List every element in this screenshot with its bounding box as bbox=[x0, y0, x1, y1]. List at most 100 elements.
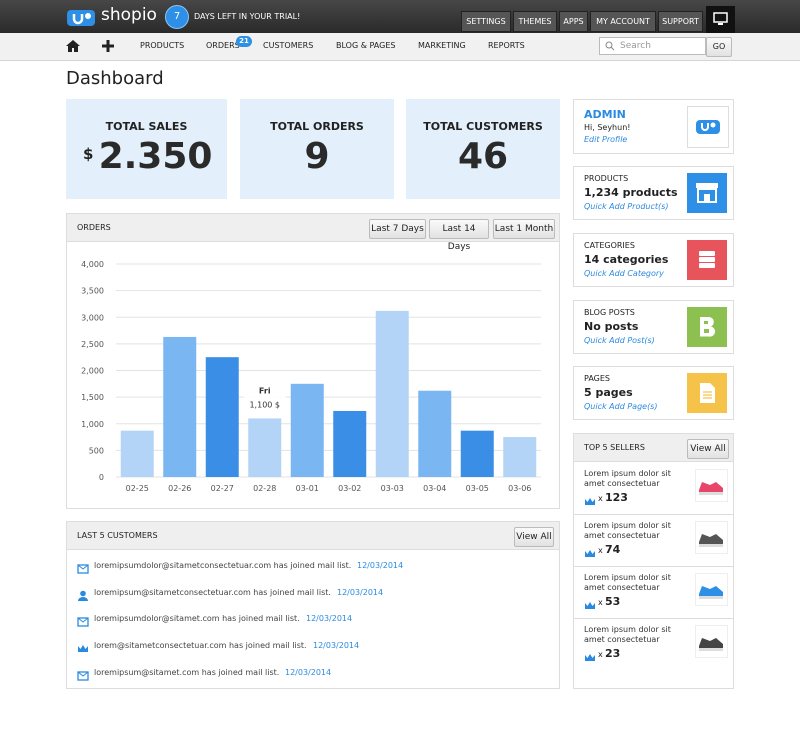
trial-text: DAYS LEFT IN YOUR TRIAL! bbox=[194, 12, 301, 21]
seller-count: 74 bbox=[605, 543, 621, 556]
bar bbox=[290, 383, 324, 477]
seller-name: Lorem ipsum dolor sit amet consectetuar bbox=[584, 625, 671, 644]
bar bbox=[248, 418, 282, 477]
nav-item[interactable]: REPORTS bbox=[488, 41, 525, 50]
page-title: Dashboard bbox=[66, 68, 164, 89]
seller-name: Lorem ipsum dolor sit amet consectetuar bbox=[584, 469, 671, 488]
x-tick-label: 02-26 bbox=[168, 484, 191, 493]
separator bbox=[574, 514, 733, 515]
widget-card: PRODUCTS 1,234 products Quick Add Product(… bbox=[573, 166, 734, 220]
widget-link[interactable]: Quick Add Category bbox=[584, 269, 664, 278]
separator bbox=[574, 566, 733, 567]
seller-image bbox=[695, 521, 728, 554]
customers-panel: LAST 5 CUSTOMERS View All loremipsumdolo… bbox=[66, 521, 560, 689]
tooltip-title: Fri bbox=[259, 386, 271, 395]
customer-text: loremipsumdolor@sitamet.com has joined m… bbox=[94, 614, 300, 624]
search-box[interactable]: Search bbox=[599, 37, 706, 55]
nav-item[interactable]: CUSTOMERS bbox=[263, 41, 314, 50]
nav-item[interactable]: BLOG & PAGES bbox=[336, 41, 396, 50]
customer-text: loremipsum@sitamet.com has joined mail l… bbox=[94, 667, 280, 677]
widget-title: CATEGORIES bbox=[584, 241, 635, 250]
widget-link[interactable]: Quick Add Page(s) bbox=[584, 402, 658, 411]
menu-button[interactable]: SUPPORT bbox=[658, 11, 703, 32]
add-icon[interactable] bbox=[102, 40, 114, 52]
menu-button[interactable]: MY ACCOUNT bbox=[590, 11, 656, 32]
stat-card: TOTAL ORDERS 9 bbox=[240, 99, 394, 199]
seller-count: 23 bbox=[605, 647, 621, 660]
profile-greeting: Hi, Seyhun! bbox=[584, 123, 631, 132]
bar bbox=[375, 310, 409, 477]
trial-days: 7 bbox=[165, 5, 189, 29]
bar bbox=[205, 357, 239, 477]
widget-title: PAGES bbox=[584, 374, 610, 383]
crown-icon bbox=[584, 649, 596, 661]
bar bbox=[163, 336, 197, 477]
widget-icon bbox=[687, 307, 727, 347]
seller-prefix: x bbox=[598, 494, 603, 503]
row-icon bbox=[77, 613, 89, 628]
logo-text[interactable]: shopio bbox=[101, 5, 157, 25]
search-button[interactable]: GO bbox=[706, 37, 732, 57]
customer-date[interactable]: 12/03/2014 bbox=[357, 561, 404, 570]
widget-card: BLOG POSTS No posts Quick Add Post(s) bbox=[573, 300, 734, 354]
stat-value: 46 bbox=[457, 136, 509, 177]
y-tick-label: 2,500 bbox=[81, 340, 104, 349]
y-tick-label: 500 bbox=[89, 446, 104, 455]
customer-date[interactable]: 12/03/2014 bbox=[306, 614, 353, 624]
nav-item[interactable]: PRODUCTS bbox=[140, 41, 185, 50]
tooltip bbox=[243, 381, 286, 414]
bar bbox=[333, 410, 367, 477]
range-button[interactable]: Last 1 Month bbox=[493, 219, 555, 239]
y-tick-label: 3,500 bbox=[81, 287, 104, 296]
customer-date[interactable]: 12/03/2014 bbox=[337, 587, 384, 597]
seller-image bbox=[695, 469, 728, 502]
widget-card: PAGES 5 pages Quick Add Page(s) bbox=[573, 366, 734, 420]
x-tick-label: 03-06 bbox=[508, 484, 531, 493]
widget-value: 14 categories bbox=[584, 253, 669, 266]
search-placeholder: Search bbox=[620, 41, 651, 51]
widget-icon bbox=[687, 173, 727, 213]
widget-link[interactable]: Quick Add Product(s) bbox=[584, 202, 669, 211]
seller-image bbox=[695, 573, 728, 606]
widget-link[interactable]: Quick Add Post(s) bbox=[584, 336, 655, 345]
customer-date[interactable]: 12/03/2014 bbox=[285, 667, 332, 677]
orders-chart: 0 500 1,000 1,500 2,000 2,500 3,000 3,500 4,000 0… bbox=[81, 260, 541, 493]
orders-badge: 21 bbox=[236, 36, 252, 47]
logo-icon bbox=[67, 10, 95, 26]
y-tick-label: 1,500 bbox=[81, 393, 104, 402]
widget-value: 1,234 products bbox=[584, 186, 678, 199]
widget-title: PRODUCTS bbox=[584, 174, 629, 183]
y-tick-label: 3,000 bbox=[81, 313, 104, 322]
bar bbox=[418, 390, 452, 477]
range-button[interactable]: Last 14 Days bbox=[429, 219, 489, 252]
crown-icon bbox=[584, 597, 596, 609]
nav-item[interactable]: MARKETING bbox=[418, 41, 466, 50]
seller-count: 53 bbox=[605, 595, 621, 608]
widget-title: BLOG POSTS bbox=[584, 308, 635, 317]
monitor-button[interactable] bbox=[706, 6, 735, 33]
row-icon bbox=[77, 560, 89, 574]
nav-item[interactable]: ORDERS bbox=[206, 41, 240, 50]
top-bar: shopio 7 DAYS LEFT IN YOUR TRIAL! SETTIN… bbox=[0, 0, 800, 33]
customer-date[interactable]: 12/03/2014 bbox=[313, 641, 360, 651]
range-button[interactable]: Last 7 Days bbox=[369, 219, 426, 239]
seller-prefix: x bbox=[598, 650, 603, 659]
stat-label: TOTAL CUSTOMERS bbox=[423, 120, 543, 133]
view-all-button[interactable]: View All bbox=[687, 439, 729, 459]
x-tick-label: 03-01 bbox=[296, 484, 319, 493]
seller-prefix: x bbox=[598, 598, 603, 607]
menu-button[interactable]: SETTINGS bbox=[461, 11, 511, 32]
row-icon bbox=[77, 587, 89, 601]
x-tick-label: 03-05 bbox=[466, 484, 489, 493]
view-all-button[interactable]: View All bbox=[514, 527, 554, 547]
panel-header: LAST 5 CUSTOMERS bbox=[67, 522, 559, 550]
menu-button[interactable]: APPS bbox=[559, 11, 588, 32]
profile-link[interactable]: Edit Profile bbox=[584, 135, 628, 144]
home-icon[interactable] bbox=[66, 40, 80, 52]
menu-button[interactable]: THEMES bbox=[513, 11, 557, 32]
profile-card: ADMIN Hi, Seyhun! Edit Profile bbox=[573, 99, 734, 154]
seller-prefix: x bbox=[598, 546, 603, 555]
panel-title: TOP 5 SELLERS bbox=[584, 443, 645, 452]
y-tick-label: 1,000 bbox=[81, 420, 104, 429]
